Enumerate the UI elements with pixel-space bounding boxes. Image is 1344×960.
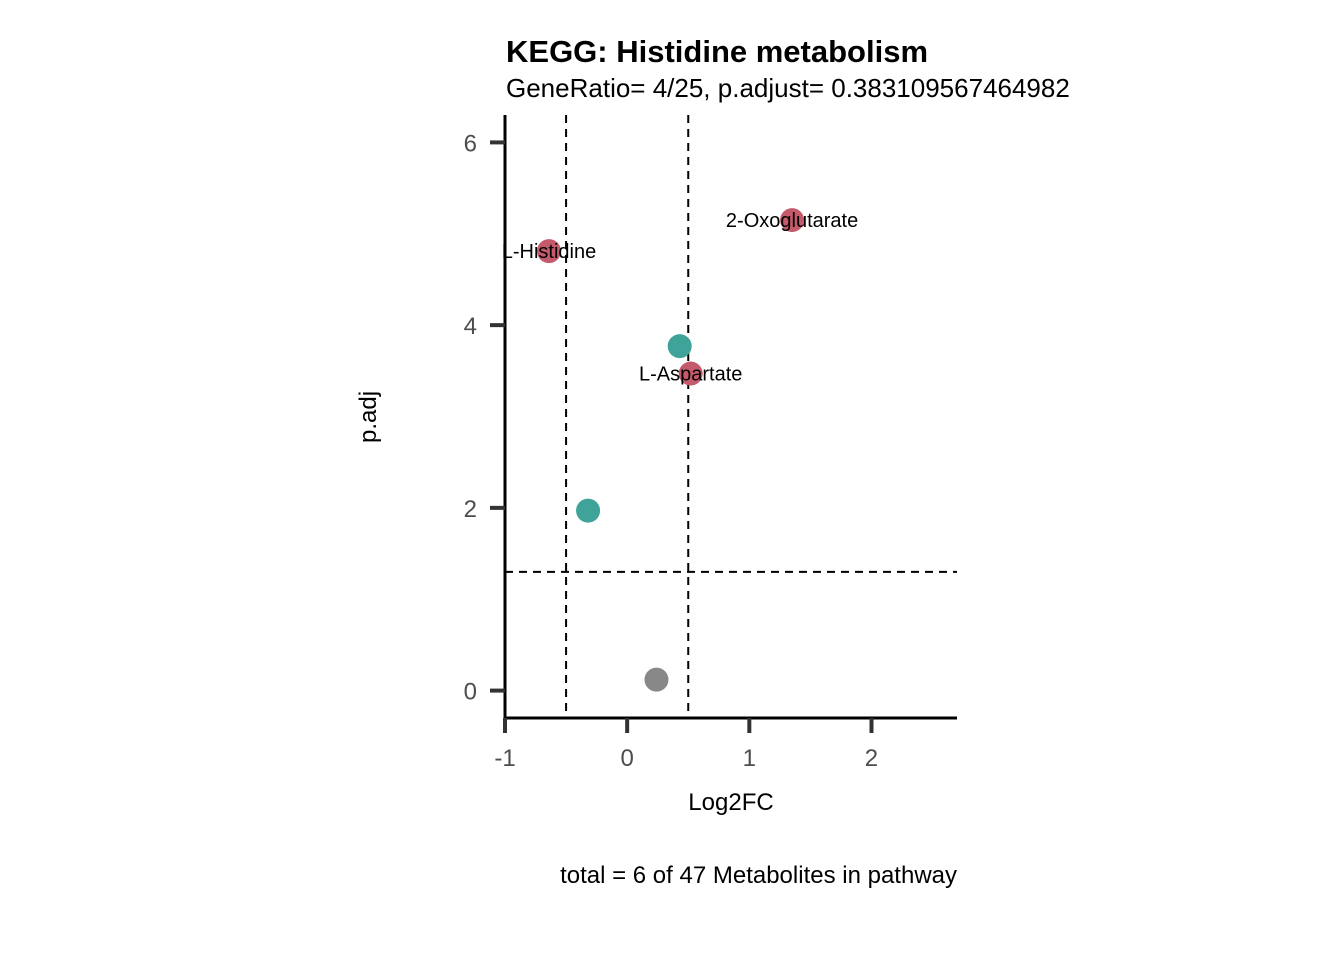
data-point: [780, 208, 805, 233]
data-points: [536, 208, 805, 692]
x-tick-label: 0: [620, 745, 633, 772]
data-point: [678, 361, 703, 386]
x-tick-label: 1: [743, 745, 756, 772]
chart-title: KEGG: Histidine metabolism: [506, 34, 928, 69]
x-tick-label: 2: [865, 745, 878, 772]
y-tick-label: 0: [464, 679, 477, 706]
y-tick-label: 2: [464, 496, 477, 523]
reference-lines: [505, 115, 957, 718]
data-point: [667, 334, 692, 359]
point-label: L-Aspartate: [639, 364, 742, 386]
y-axis-title: p.adj: [355, 391, 382, 443]
point-labels: 2-Oxoglutarate L-Histidine L-Aspartate: [502, 210, 858, 385]
chart-caption: total = 6 of 47 Metabolites in pathway: [560, 862, 957, 889]
y-tick-label: 4: [464, 313, 477, 340]
point-label: 2-Oxoglutarate: [726, 210, 858, 232]
y-tick-label: 6: [464, 130, 477, 157]
data-point: [576, 498, 601, 523]
axes: -1 0 1 2 0 2 4 6: [464, 115, 957, 772]
x-axis-title: Log2FC: [688, 789, 773, 816]
point-label: L-Histidine: [502, 241, 596, 263]
data-point: [536, 239, 561, 264]
x-tick-label: -1: [494, 745, 515, 772]
chart-subtitle: GeneRatio= 4/25, p.adjust= 0.38310956746…: [506, 73, 1070, 103]
data-point: [644, 667, 669, 692]
